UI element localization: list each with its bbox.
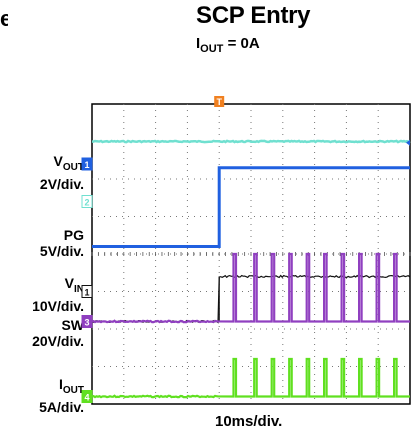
subtitle-suffix: = 0A [223,35,260,52]
channel-marker-number: 2 [84,198,89,208]
vout-ref-arrow [406,139,410,146]
label-sw-main: SW [61,317,84,333]
series-vin-line [91,139,411,144]
chart-title: SCP Entry [196,2,311,29]
label-sw: SW 20V/div. [32,317,84,349]
channel-marker-box [81,390,93,403]
channel-marker-number: 1 [84,160,89,170]
label-vin-main: V [64,275,74,291]
channel-marker-number: 4 [84,393,89,403]
clipped-left-text: e [0,6,8,31]
label-vout-scale: 2V/div. [39,175,84,192]
label-iout-sub: OUT [62,384,84,396]
series-iout-line [91,357,410,399]
channel-marker-box [81,195,93,208]
channel-marker-box [81,157,93,171]
channel-marker-vout: 1 [81,157,93,171]
channel-marker-iout: 4 [81,390,93,403]
label-pg-scale: 5V/div. [39,243,84,259]
label-iout-main: I [59,376,63,392]
channel-marker-box [81,285,93,298]
series-sw-line [91,252,410,324]
channel-marker-number: 3 [84,318,89,328]
chart-subtitle: IOUT = 0A [196,35,260,55]
label-pg-main: PG [63,227,84,243]
label-sw-scale: 20V/div. [32,333,84,349]
channel-marker-box [81,315,93,328]
label-vin-sub: IN [74,283,84,295]
x-scale-label: 10ms/div. [215,413,283,430]
scope-svg: T 1 2 1 3 4 [81,96,411,405]
channel-marker-vin: 2 [81,195,93,208]
label-vout-sub: OUT [62,161,84,173]
channel-marker-number: 1 [84,288,89,298]
label-vin: VIN 10V/div. [32,275,84,314]
channel-marker-sw: 3 [81,315,93,328]
subtitle-prefix: I [196,35,201,52]
trigger-marker: T [214,96,225,107]
trigger-marker-label: T [216,97,222,107]
series-vout-line [92,166,410,248]
trigger-marker-box [214,96,225,107]
label-vout-main: V [53,153,63,169]
subtitle-sub: OUT [200,43,224,55]
scope-plot: T 1 2 1 3 4 [81,96,412,413]
label-vout: VOUT 2V/div. [40,153,84,192]
channel-marker-pg: 1 [81,285,93,298]
label-iout: IOUT 5A/div. [39,376,84,415]
label-pg: PG 5V/div. [40,227,84,259]
label-iout-scale: 5A/div. [39,398,84,415]
label-vin-scale: 10V/div. [32,297,84,314]
